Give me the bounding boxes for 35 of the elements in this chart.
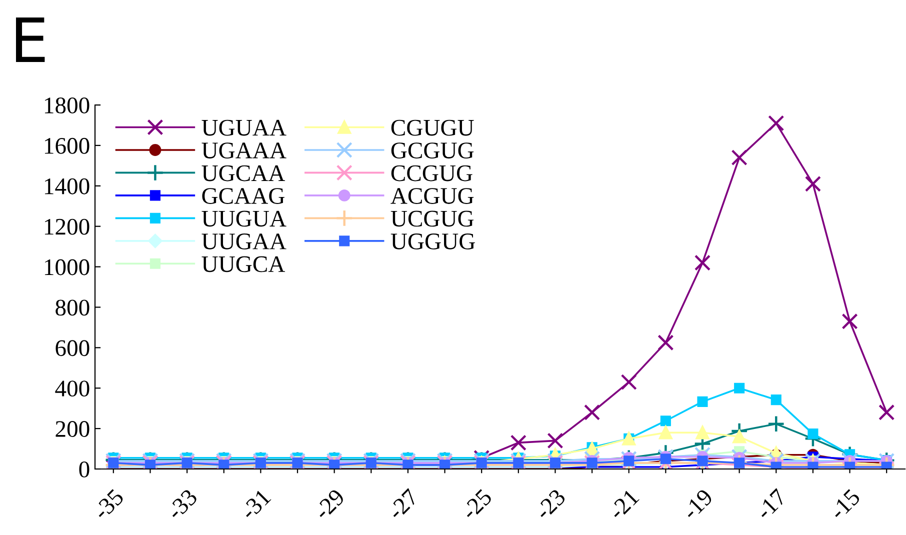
x-tick-label: -29 xyxy=(313,488,346,520)
y-tick-label: 0 xyxy=(79,461,90,478)
x-tick-label: -27 xyxy=(386,488,420,520)
legend-label: GCGUG xyxy=(391,142,474,158)
chart-title: E xyxy=(16,17,45,62)
y-tick-label: 1600 xyxy=(44,138,90,154)
legend-label: UUGUA xyxy=(202,210,286,227)
x-tick-label: -25 xyxy=(460,488,493,520)
y-tick-label: 400 xyxy=(55,380,90,397)
legend-label: UGUAA xyxy=(202,120,286,136)
legend-label: CGUGU xyxy=(391,120,474,136)
x-tick-label: -21 xyxy=(608,488,640,520)
legend-label: UGCAA xyxy=(202,165,286,182)
legend-label: UUGAA xyxy=(202,234,286,250)
y-tick-label: 600 xyxy=(56,340,90,356)
y-tick-label: 800 xyxy=(56,300,90,316)
x-tick-label: -35 xyxy=(92,488,125,520)
y-tick-label: 1800 xyxy=(44,97,90,114)
legend-label: ACGUG xyxy=(390,188,474,204)
legend-label: UUGCA xyxy=(202,256,286,272)
x-tick-label: -31 xyxy=(240,488,272,520)
x-tick-label: -23 xyxy=(534,488,566,520)
legend-label: CCGUG xyxy=(391,165,472,182)
y-tick-label: 200 xyxy=(56,421,90,437)
legend-label: UCGUG xyxy=(390,210,474,227)
legend-label: GCAAG xyxy=(202,188,284,204)
legend-label: UGAAA xyxy=(202,142,286,158)
legend-label: UGGUG xyxy=(390,234,475,250)
x-tick-label: -17 xyxy=(755,488,788,520)
y-tick-label: 1000 xyxy=(44,259,90,276)
y-tick-label: 1400 xyxy=(44,178,90,194)
x-tick-label: -33 xyxy=(166,488,198,520)
x-tick-label: -19 xyxy=(681,488,714,520)
x-tick-label: -15 xyxy=(828,488,861,520)
y-tick-label: 1200 xyxy=(44,218,90,235)
